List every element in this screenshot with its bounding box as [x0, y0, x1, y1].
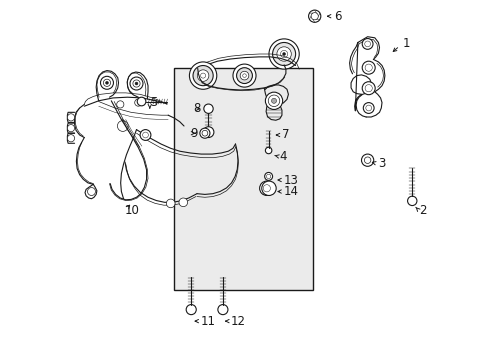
Circle shape — [130, 77, 142, 90]
Text: 13: 13 — [284, 174, 298, 186]
Circle shape — [232, 64, 256, 87]
Circle shape — [362, 82, 374, 95]
Text: 7: 7 — [282, 129, 289, 141]
Circle shape — [197, 70, 208, 81]
Circle shape — [137, 97, 145, 106]
Circle shape — [272, 42, 295, 66]
Circle shape — [362, 39, 372, 49]
Circle shape — [179, 198, 187, 207]
Circle shape — [363, 103, 373, 113]
Circle shape — [276, 47, 291, 61]
Circle shape — [218, 305, 227, 315]
Circle shape — [140, 130, 151, 140]
Circle shape — [87, 188, 95, 195]
Text: 14: 14 — [284, 185, 299, 198]
Text: 6: 6 — [333, 10, 341, 23]
Circle shape — [362, 61, 374, 74]
Text: 10: 10 — [125, 204, 140, 217]
Circle shape — [101, 76, 113, 89]
Circle shape — [203, 127, 213, 138]
Circle shape — [134, 99, 142, 106]
Text: 3: 3 — [377, 157, 384, 170]
Circle shape — [67, 135, 75, 142]
Circle shape — [67, 125, 75, 132]
Circle shape — [105, 81, 108, 84]
Text: 11: 11 — [200, 315, 215, 328]
Circle shape — [265, 92, 282, 109]
Text: 2: 2 — [418, 204, 426, 217]
Circle shape — [135, 82, 138, 85]
Text: 12: 12 — [230, 315, 245, 328]
Text: 5: 5 — [149, 96, 157, 109]
Circle shape — [308, 10, 320, 22]
Text: 4: 4 — [279, 150, 286, 163]
Circle shape — [186, 305, 196, 315]
Circle shape — [265, 147, 271, 154]
Circle shape — [407, 196, 416, 206]
Circle shape — [361, 154, 373, 166]
Circle shape — [236, 68, 252, 84]
Circle shape — [203, 104, 213, 113]
Circle shape — [189, 62, 216, 89]
Circle shape — [282, 53, 285, 55]
Circle shape — [264, 172, 272, 180]
Circle shape — [67, 114, 75, 121]
Circle shape — [117, 121, 128, 131]
Circle shape — [166, 199, 175, 208]
Bar — [174, 68, 312, 290]
Circle shape — [259, 181, 273, 195]
Circle shape — [240, 71, 248, 80]
Text: 9: 9 — [190, 127, 198, 140]
Circle shape — [268, 39, 299, 69]
Circle shape — [271, 98, 276, 103]
Text: 8: 8 — [193, 102, 201, 115]
Circle shape — [261, 181, 276, 195]
Circle shape — [200, 128, 209, 138]
Circle shape — [117, 101, 123, 108]
Text: 1: 1 — [402, 37, 409, 50]
Circle shape — [193, 66, 213, 86]
